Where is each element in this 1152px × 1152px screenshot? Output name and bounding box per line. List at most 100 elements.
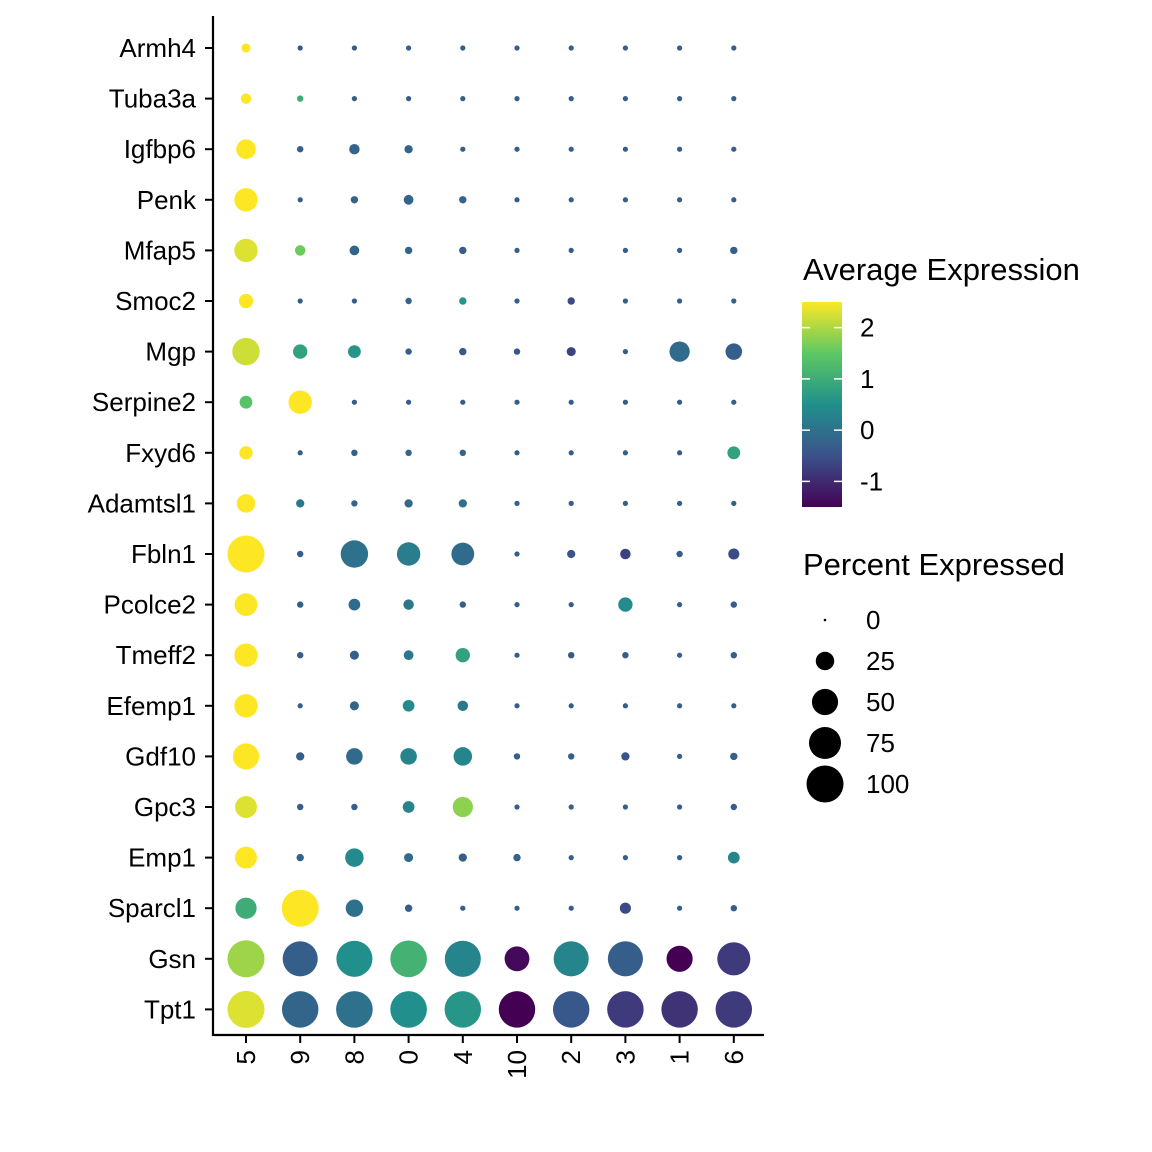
- dot-gpc3-cluster-4: [452, 796, 473, 818]
- dot-sparcl1-cluster-8: [345, 899, 364, 917]
- dot-serpine2-cluster-5: [239, 395, 253, 409]
- dot-gsn-cluster-6: [717, 942, 751, 976]
- gene-label-gpc3: Gpc3: [134, 792, 196, 822]
- gene-label-adamtsl1: Adamtsl1: [88, 488, 196, 518]
- dot-mgp-cluster-9: [293, 344, 308, 359]
- dot-mfap5-cluster-3: [622, 247, 629, 254]
- dot-sparcl1-cluster-4: [460, 905, 466, 911]
- dot-serpine2-cluster-1: [676, 399, 683, 405]
- dot-gdf10-cluster-5: [232, 743, 260, 770]
- gene-label-tpt1: Tpt1: [144, 994, 196, 1024]
- gene-label-mgp: Mgp: [145, 337, 196, 367]
- dot-igfbp6-cluster-6: [731, 146, 737, 152]
- dot-igfbp6-cluster-10: [514, 146, 520, 152]
- dot-armh4-cluster-10: [514, 45, 520, 51]
- dot-fbln1-cluster-5: [227, 535, 265, 573]
- dot-efemp1-cluster-10: [514, 703, 520, 709]
- color-tick-label: -1: [860, 466, 883, 496]
- dot-efemp1-cluster-4: [457, 700, 469, 712]
- dot-gdf10-cluster-10: [513, 753, 521, 760]
- gene-label-armh4: Armh4: [119, 33, 196, 63]
- dot-sparcl1-cluster-9: [281, 889, 319, 927]
- cluster-label-5: 5: [231, 1050, 261, 1064]
- dot-penk-cluster-0: [403, 194, 414, 205]
- size-legend-label: 25: [866, 646, 895, 676]
- gene-label-fbln1: Fbln1: [131, 539, 196, 569]
- dot-gsn-cluster-1: [666, 945, 693, 972]
- dot-emp1-cluster-4: [458, 853, 467, 862]
- y-axis-gene-labels: Armh4 Tuba3a Igfbp6 Penk Mfap5 Smoc2 Mgp Serpin…: [88, 33, 197, 1024]
- gene-label-fxyd6: Fxyd6: [125, 438, 196, 468]
- dot-fxyd6-cluster-1: [676, 450, 683, 456]
- dot-penk-cluster-5: [234, 188, 258, 212]
- dot-tmeff2-cluster-5: [234, 643, 258, 667]
- cluster-label-10: 10: [502, 1050, 532, 1079]
- dot-tuba3a-cluster-6: [731, 95, 737, 102]
- dot-gpc3-cluster-10: [514, 804, 520, 810]
- color-tick-label: 2: [860, 313, 874, 343]
- dot-tmeff2-cluster-9: [296, 651, 304, 659]
- dot-tpt1-cluster-5: [227, 990, 265, 1028]
- size-legend-label: 100: [866, 769, 909, 799]
- dot-pcolce2-cluster-6: [730, 601, 738, 608]
- gene-label-penk: Penk: [137, 185, 197, 215]
- dot-penk-cluster-2: [568, 197, 574, 203]
- dot-penk-cluster-9: [297, 197, 303, 203]
- dot-pcolce2-cluster-5: [234, 593, 258, 617]
- dot-sparcl1-cluster-10: [514, 905, 520, 911]
- dot-smoc2-cluster-9: [297, 298, 303, 304]
- cluster-label-9: 9: [285, 1050, 315, 1064]
- dot-tmeff2-cluster-6: [730, 651, 738, 659]
- dot-serpine2-cluster-0: [405, 399, 412, 405]
- dot-igfbp6-cluster-9: [296, 145, 304, 153]
- size-legend-dot: [815, 651, 835, 671]
- dot-fbln1-cluster-10: [514, 551, 520, 557]
- dot-penk-cluster-8: [350, 196, 359, 204]
- dot-tpt1-cluster-6: [715, 991, 753, 1028]
- size-legend-items: 0 25 50 75 100: [806, 605, 909, 803]
- axis-ticks: [205, 47, 735, 1043]
- dot-igfbp6-cluster-3: [622, 146, 629, 152]
- dot-smoc2-cluster-0: [405, 297, 412, 305]
- dot-gpc3-cluster-5: [235, 796, 257, 818]
- dot-smoc2-cluster-2: [567, 297, 575, 305]
- dot-gdf10-cluster-3: [621, 752, 630, 761]
- dot-gsn-cluster-2: [553, 941, 589, 977]
- x-axis-cluster-labels: 5 9 8 0 4 10 2 3 1 6: [231, 1050, 749, 1079]
- dot-penk-cluster-6: [731, 197, 737, 203]
- dot-gdf10-cluster-9: [296, 752, 305, 761]
- dot-penk-cluster-10: [514, 197, 520, 203]
- dot-tmeff2-cluster-2: [567, 651, 575, 659]
- dot-emp1-cluster-6: [727, 851, 740, 864]
- dot-gsn-cluster-4: [444, 940, 481, 977]
- dot-tpt1-cluster-2: [552, 991, 590, 1028]
- size-legend-dot: [806, 765, 844, 803]
- dot-efemp1-cluster-0: [402, 699, 415, 712]
- dot-armh4-cluster-9: [297, 45, 303, 51]
- dot-gpc3-cluster-1: [676, 804, 683, 810]
- dot-fxyd6-cluster-2: [568, 450, 574, 456]
- cluster-label-4: 4: [448, 1050, 478, 1064]
- dot-tuba3a-cluster-8: [351, 95, 358, 102]
- dot-fxyd6-cluster-0: [405, 449, 412, 457]
- dot-adamtsl1-cluster-6: [731, 500, 737, 507]
- dot-efemp1-cluster-6: [731, 703, 737, 709]
- dot-mgp-cluster-0: [405, 348, 412, 355]
- dot-gdf10-cluster-6: [730, 752, 738, 761]
- dot-sparcl1-cluster-5: [235, 897, 257, 919]
- dot-penk-cluster-4: [459, 196, 467, 204]
- dot-armh4-cluster-6: [731, 45, 737, 51]
- dot-fxyd6-cluster-5: [239, 446, 253, 460]
- dot-fbln1-cluster-9: [296, 550, 304, 558]
- dot-tuba3a-cluster-10: [514, 95, 520, 102]
- dot-pcolce2-cluster-1: [676, 601, 683, 608]
- dot-gpc3-cluster-0: [402, 801, 415, 813]
- dot-gpc3-cluster-3: [622, 804, 629, 810]
- dot-efemp1-cluster-2: [568, 703, 574, 709]
- dot-armh4-cluster-1: [676, 45, 683, 51]
- dot-armh4-cluster-5: [241, 43, 251, 53]
- cluster-label-0: 0: [394, 1050, 424, 1064]
- dot-sparcl1-cluster-0: [404, 904, 413, 912]
- dot-tpt1-cluster-10: [498, 991, 536, 1028]
- dot-tuba3a-cluster-9: [296, 95, 304, 102]
